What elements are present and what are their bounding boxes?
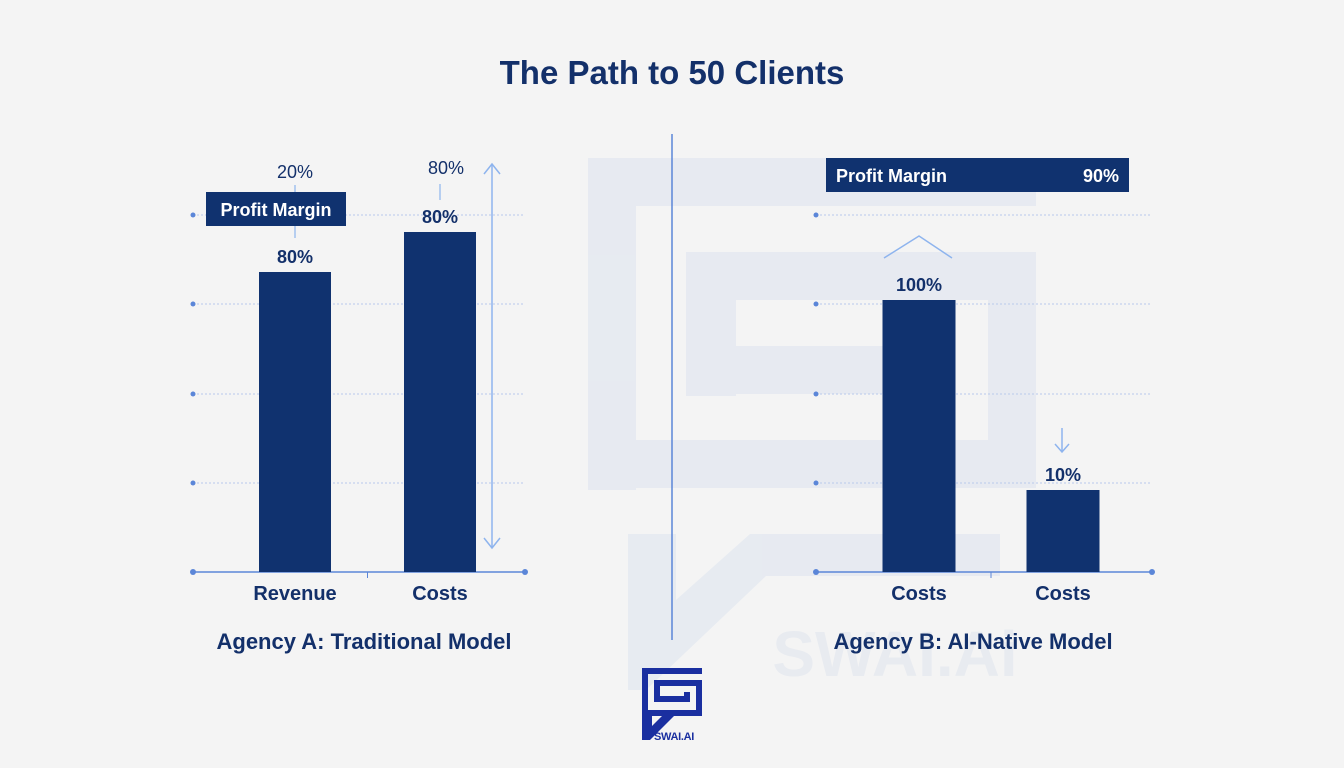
- logo-shape: [684, 692, 690, 702]
- logo-shape: [642, 668, 648, 716]
- x-axis-dot: [522, 569, 528, 575]
- watermark-text: SWAI.Ai: [772, 618, 1017, 690]
- watermark-shape: [686, 252, 1036, 300]
- watermark-logo: SWAI.Ai: [588, 158, 1036, 690]
- bar-a-0: [259, 272, 331, 572]
- logo-shape: [642, 710, 702, 716]
- up-chevron: [883, 235, 953, 259]
- bar-value-label: 100%: [896, 275, 942, 295]
- gridline-dot: [190, 212, 196, 218]
- logo-wordmark: SWAI.AI: [653, 731, 695, 743]
- gridline-dot: [813, 480, 819, 486]
- bar-b-1: [1026, 490, 1100, 572]
- gridline-dot: [813, 301, 819, 307]
- bar-value-label: 80%: [422, 207, 458, 227]
- profit-margin-value-b: 90%: [1083, 166, 1119, 186]
- x-tick-label: Costs: [412, 583, 468, 605]
- bar-value-label: 10%: [1045, 465, 1081, 485]
- gridline-dot: [190, 391, 196, 397]
- bar-a-1: [404, 232, 476, 572]
- bar-value-label: 80%: [277, 247, 313, 267]
- x-tick-label: Revenue: [253, 583, 336, 605]
- logo-shape: [642, 716, 674, 740]
- logo-icon: [642, 668, 702, 740]
- logo-shape: [642, 668, 702, 674]
- gridline-dot: [190, 301, 196, 307]
- x-axis-dot: [1149, 569, 1155, 575]
- logo-shape: [654, 680, 660, 702]
- gridline-dot: [813, 391, 819, 397]
- x-tick-label: Costs: [1035, 583, 1091, 605]
- profit-margin-box-a: [206, 192, 346, 226]
- bar-b-0: [882, 300, 956, 572]
- x-axis-dot: [813, 569, 819, 575]
- x-tick-label: Costs: [891, 583, 947, 605]
- logo-shape: [696, 680, 702, 716]
- profit-margin-box-b: [826, 158, 1129, 192]
- gridline-dot: [813, 212, 819, 218]
- double-arrow-head-up: [483, 162, 501, 175]
- watermark-shape: [588, 158, 636, 490]
- watermark-shape: [628, 534, 1000, 690]
- double-arrow-head-down: [483, 537, 501, 550]
- logo-shape: [654, 696, 690, 702]
- gridline-dot: [190, 480, 196, 486]
- annotation-margin-percent: 20%: [277, 162, 313, 182]
- chart-subtitle: Agency A: Traditional Model: [217, 629, 512, 654]
- watermark-shape: [588, 440, 1036, 488]
- annotation-costs-percent: 80%: [428, 158, 464, 178]
- chart-subtitle: Agency B: AI-Native Model: [833, 629, 1112, 654]
- logo-shape: [654, 680, 702, 686]
- down-arrow-head: [1054, 443, 1070, 454]
- profit-margin-label-a: Profit Margin: [221, 200, 332, 220]
- x-axis-dot: [190, 569, 196, 575]
- profit-margin-label-b: Profit Margin: [836, 166, 947, 186]
- page-title: The Path to 50 Clients: [499, 54, 845, 91]
